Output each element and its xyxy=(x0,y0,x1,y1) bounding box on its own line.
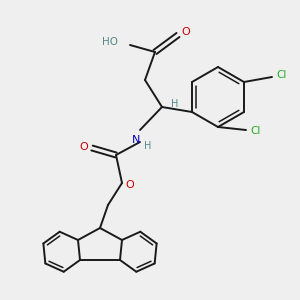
Text: O: O xyxy=(182,27,190,37)
Text: Cl: Cl xyxy=(251,126,261,136)
Text: O: O xyxy=(126,180,134,190)
Text: N: N xyxy=(132,135,140,145)
Text: H: H xyxy=(171,99,179,109)
Text: Cl: Cl xyxy=(277,70,287,80)
Text: H: H xyxy=(144,141,152,151)
Text: HO: HO xyxy=(102,37,118,47)
Text: O: O xyxy=(80,142,88,152)
